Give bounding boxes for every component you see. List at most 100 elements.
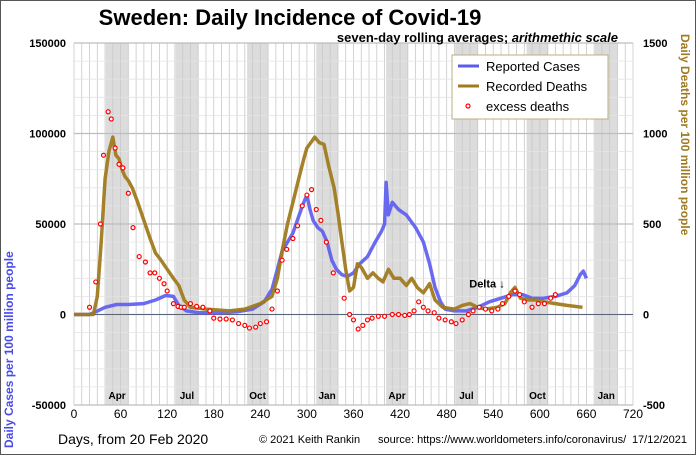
y-axis-left-label: Daily Cases per 100 million people <box>2 251 16 448</box>
excess-death-point <box>360 322 366 328</box>
excess-death-point <box>482 306 489 312</box>
excess-death-point <box>369 315 375 321</box>
excess-death-point <box>263 319 270 325</box>
x-tick: 420 <box>390 407 410 421</box>
excess-death-point <box>402 312 408 319</box>
excess-death-point <box>161 281 167 287</box>
excess-death-point <box>116 161 122 167</box>
excess-death-point <box>350 317 357 323</box>
excess-death-point <box>164 288 170 294</box>
excess-death-point <box>375 313 381 319</box>
excess-death-point <box>108 116 114 122</box>
y-tick-right: -500 <box>643 400 665 412</box>
excess-death-point <box>105 109 111 115</box>
month-label: Apr <box>388 391 405 402</box>
month-label: Jul <box>459 391 474 402</box>
chart-subtitle: seven-day rolling averages; arithmethic … <box>337 30 618 45</box>
date-text: 17/12/2021 <box>632 434 687 446</box>
copyright-text: © 2021 Keith Rankin <box>259 434 360 446</box>
excess-death-point <box>257 320 263 327</box>
excess-death-point <box>235 320 242 327</box>
y-tick-right: 500 <box>643 219 661 231</box>
y-tick-left: 150000 <box>29 38 66 50</box>
legend-label-deaths: Recorded Deaths <box>486 79 588 94</box>
excess-death-point <box>495 306 501 312</box>
excess-death-point <box>489 308 495 314</box>
grid <box>73 42 634 406</box>
excess-death-point <box>425 308 431 314</box>
x-tick: 600 <box>530 407 550 421</box>
x-axis-label: Days, from 20 Feb 2020 <box>58 431 208 447</box>
subtitle-bold: seven-day rolling averages; <box>337 30 512 45</box>
cases-line <box>74 180 589 317</box>
excess-death-point <box>529 304 535 310</box>
x-tick: 540 <box>483 407 503 421</box>
excess-death-point <box>200 304 206 310</box>
excess-death-point <box>411 308 417 314</box>
excess-death-point <box>207 308 213 314</box>
excess-death-point <box>284 246 290 252</box>
excess-death-point <box>156 275 163 281</box>
excess-death-point <box>136 253 142 260</box>
excess-death-point <box>242 322 248 328</box>
excess-death-point <box>269 306 275 312</box>
excess-death-point <box>453 320 459 327</box>
month-label: Jul <box>180 391 195 402</box>
x-tick: 0 <box>71 407 78 421</box>
excess-death-point <box>279 257 285 263</box>
excess-death-point <box>436 315 442 321</box>
excess-death-point <box>442 317 448 323</box>
excess-death-point <box>341 295 347 301</box>
y-tick-left: 0 <box>60 310 66 322</box>
y-tick-left: -50000 <box>32 400 66 412</box>
month-label: Oct <box>249 391 266 402</box>
excess-death-point <box>125 190 131 196</box>
excess-death-point <box>416 299 422 305</box>
y-tick-left: 100000 <box>29 129 66 141</box>
chart-title: Sweden: Daily Incidence of Covid-19 <box>99 5 482 30</box>
x-tick: 360 <box>343 407 363 421</box>
excess-death-point <box>313 206 319 213</box>
excess-death-point <box>223 316 229 322</box>
excess-death-point <box>395 311 402 318</box>
excess-death-point <box>347 311 353 318</box>
excess-death-point <box>170 301 176 307</box>
subtitle-italic: arithmethic scale <box>512 30 618 45</box>
excess-death-point <box>229 317 235 323</box>
excess-death-point <box>431 310 437 316</box>
excess-death-point <box>147 270 153 276</box>
deaths-line <box>74 135 583 317</box>
excess-death-point <box>364 317 371 323</box>
x-tick: 240 <box>250 407 270 421</box>
excess-death-point <box>100 152 107 158</box>
y-tick-right: 0 <box>643 310 649 322</box>
month-label: Jan <box>318 391 335 402</box>
legend-swatch-excess <box>465 103 471 109</box>
excess-death-point <box>253 324 259 330</box>
excess-death-point <box>93 279 99 285</box>
excess-death-point <box>499 301 506 307</box>
excess-death-point <box>194 303 200 309</box>
excess-death-point <box>535 301 541 307</box>
excess-death-point <box>381 313 388 319</box>
x-tick: 60 <box>114 407 128 421</box>
legend: Reported Cases Recorded Deaths excess de… <box>451 54 609 120</box>
excess-death-point <box>459 317 465 323</box>
excess-death-point <box>389 311 395 318</box>
x-tick: 480 <box>437 407 457 421</box>
excess-death-point <box>308 187 315 193</box>
excess-death-point <box>211 315 217 321</box>
excess-death-point <box>548 295 554 301</box>
x-tick: 180 <box>204 407 224 421</box>
excess-death-point <box>355 326 361 332</box>
excess-death-point <box>295 223 301 229</box>
legend-label-excess: excess deaths <box>486 99 570 114</box>
excess-death-point <box>217 316 223 322</box>
x-tick: 720 <box>623 407 643 421</box>
excess-death-point <box>512 288 518 294</box>
x-tick: 120 <box>157 407 177 421</box>
excess-death-point <box>187 301 194 307</box>
excess-death-point <box>506 293 512 299</box>
excess-death-point <box>420 304 426 310</box>
